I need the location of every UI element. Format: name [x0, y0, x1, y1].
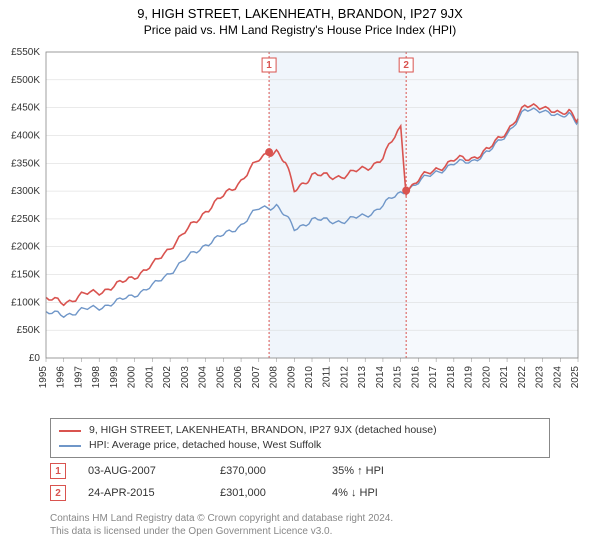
page-subtitle: Price paid vs. HM Land Registry's House …: [0, 23, 600, 37]
svg-text:2008: 2008: [269, 366, 280, 389]
svg-text:£350K: £350K: [11, 158, 40, 169]
page-title: 9, HIGH STREET, LAKENHEATH, BRANDON, IP2…: [0, 6, 600, 21]
svg-text:2013: 2013: [357, 366, 368, 389]
svg-text:1997: 1997: [73, 366, 84, 389]
sale-date: 03-AUG-2007: [88, 465, 198, 477]
svg-text:£550K: £550K: [11, 47, 40, 58]
svg-text:1995: 1995: [38, 366, 49, 389]
svg-text:1999: 1999: [109, 366, 120, 389]
svg-text:2014: 2014: [375, 366, 386, 389]
legend-label-2: HPI: Average price, detached house, West…: [89, 438, 321, 453]
chart: £0£50K£100K£150K£200K£250K£300K£350K£400…: [40, 46, 588, 406]
svg-text:2010: 2010: [304, 366, 315, 389]
footer-line-2: This data is licensed under the Open Gov…: [50, 525, 570, 538]
svg-text:2012: 2012: [339, 366, 350, 389]
svg-text:£250K: £250K: [11, 214, 40, 225]
legend-swatch-2: [59, 445, 81, 447]
svg-text:2000: 2000: [127, 366, 138, 389]
svg-text:1998: 1998: [91, 366, 102, 389]
svg-text:2011: 2011: [322, 366, 333, 388]
svg-text:2022: 2022: [517, 366, 528, 389]
svg-text:2001: 2001: [144, 366, 155, 389]
svg-text:2006: 2006: [233, 366, 244, 389]
svg-text:£300K: £300K: [11, 186, 40, 197]
svg-text:2005: 2005: [215, 366, 226, 389]
svg-text:2002: 2002: [162, 366, 173, 389]
svg-text:£400K: £400K: [11, 130, 40, 141]
sale-marker-1: 1: [50, 463, 66, 479]
svg-text:1996: 1996: [56, 366, 67, 389]
legend-swatch-1: [59, 430, 81, 432]
sales-table: 1 03-AUG-2007 £370,000 35% ↑ HPI 2 24-AP…: [50, 460, 570, 504]
svg-text:2018: 2018: [446, 366, 457, 389]
svg-text:2020: 2020: [481, 366, 492, 389]
svg-text:£450K: £450K: [11, 103, 40, 114]
sale-row: 1 03-AUG-2007 £370,000 35% ↑ HPI: [50, 460, 570, 482]
svg-text:2: 2: [403, 60, 409, 71]
svg-text:2003: 2003: [180, 366, 191, 389]
footer: Contains HM Land Registry data © Crown c…: [50, 512, 570, 538]
footer-line-1: Contains HM Land Registry data © Crown c…: [50, 512, 570, 525]
sale-marker-2: 2: [50, 485, 66, 501]
sale-price: £301,000: [220, 487, 310, 499]
svg-text:£0: £0: [29, 353, 41, 364]
svg-text:£50K: £50K: [17, 325, 41, 336]
svg-text:2019: 2019: [464, 366, 475, 389]
svg-text:2007: 2007: [251, 366, 262, 389]
sale-date: 24-APR-2015: [88, 487, 198, 499]
sale-price: £370,000: [220, 465, 310, 477]
svg-text:2016: 2016: [410, 366, 421, 389]
svg-text:2015: 2015: [393, 366, 404, 389]
svg-text:1: 1: [266, 60, 272, 71]
svg-text:2024: 2024: [552, 366, 563, 389]
sale-hpi: 35% ↑ HPI: [332, 465, 432, 477]
svg-text:£100K: £100K: [11, 297, 40, 308]
legend-label-1: 9, HIGH STREET, LAKENHEATH, BRANDON, IP2…: [89, 423, 437, 438]
svg-text:2004: 2004: [198, 366, 209, 389]
svg-text:£150K: £150K: [11, 270, 40, 281]
svg-text:2009: 2009: [286, 366, 297, 389]
svg-text:£200K: £200K: [11, 242, 40, 253]
svg-text:2021: 2021: [499, 366, 510, 389]
svg-text:2017: 2017: [428, 366, 439, 389]
sale-hpi: 4% ↓ HPI: [332, 487, 432, 499]
svg-text:£500K: £500K: [11, 75, 40, 86]
svg-text:2025: 2025: [570, 366, 581, 389]
sale-row: 2 24-APR-2015 £301,000 4% ↓ HPI: [50, 482, 570, 504]
legend: 9, HIGH STREET, LAKENHEATH, BRANDON, IP2…: [50, 418, 550, 458]
svg-text:2023: 2023: [535, 366, 546, 389]
